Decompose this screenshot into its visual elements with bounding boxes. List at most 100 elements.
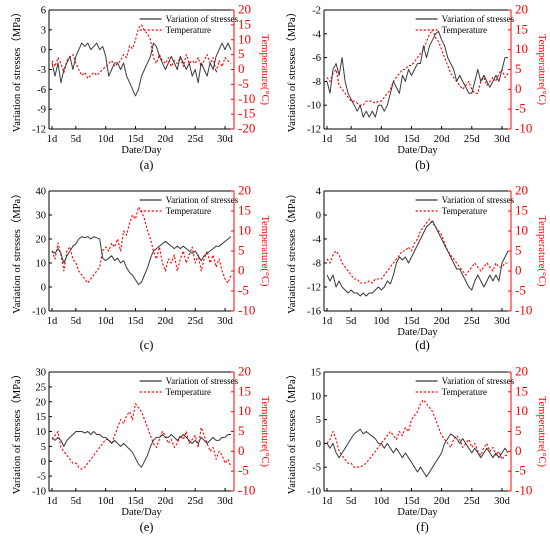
y-tick-label: -10 [32, 487, 46, 498]
y-tick-label: 15 [311, 368, 322, 379]
y-tick-label: 40 [36, 187, 47, 198]
y2-tick-label: 15 [238, 203, 251, 218]
y2-tick-label: -10 [238, 303, 255, 318]
temperature-series-line [326, 399, 508, 468]
y-tick-label: 25 [36, 382, 47, 393]
legend-label-temperature: Temperature [166, 206, 211, 216]
y2-tick-label: 20 [238, 364, 251, 379]
y-tick-label: 20 [36, 235, 47, 246]
y2-tick-label: -5 [238, 283, 249, 298]
x-tick-label: 30d [217, 316, 234, 327]
x-tick-label: 10d [373, 496, 390, 507]
y-tick-label: -6 [37, 85, 46, 96]
x-tick-label: 5d [346, 316, 357, 327]
x-tick-label: 30d [494, 316, 511, 327]
y-axis-title: Variation of stresses（MPa） [11, 7, 23, 132]
y-axis-title: Variation of stresses（MPa） [286, 7, 298, 132]
x-tick-label: 15d [128, 316, 145, 327]
x-tick-label: 10d [98, 496, 115, 507]
y2-tick-label: -10 [515, 121, 532, 136]
y2-tick-label: 10 [238, 223, 251, 238]
chart-panel-d: 1d 5d 10d 15d 20d 25d 30d -16 -12 -8 -4 0 4 -10 -5 0 5 10… [286, 183, 547, 353]
x-axis-title: Date/Day [121, 507, 162, 518]
y2-tick-label: 20 [515, 2, 528, 17]
x-axis-title: Date/Day [121, 145, 162, 156]
stress-series-line [51, 236, 232, 286]
x-tick-label: 20d [157, 316, 174, 327]
x-tick-label: 25d [464, 134, 481, 145]
y-tick-label: -12 [32, 125, 46, 136]
x-tick-label: 5d [71, 134, 82, 145]
y-tick-label: 20 [36, 397, 47, 408]
y2-tick-label: 20 [238, 2, 251, 17]
x-tick-label: 20d [157, 496, 174, 507]
x-tick-label: 30d [217, 496, 234, 507]
y2-tick-label: 20 [238, 183, 251, 198]
y2-tick-label: -10 [515, 483, 532, 498]
y-tick-label: 10 [36, 259, 47, 270]
y2-tick-label: 5 [238, 46, 245, 61]
y-tick-label: 15 [36, 412, 47, 423]
legend-label-temperature: Temperature [442, 25, 487, 35]
y-tick-label: -10 [32, 307, 46, 318]
y2-tick-label: 0 [515, 263, 522, 278]
x-tick-label: 30d [494, 496, 511, 507]
y2-tick-label: -20 [238, 121, 255, 136]
x-tick-label: 1d [322, 134, 333, 145]
legend-label-stress: Variation of stresses [442, 14, 515, 24]
y2-tick-label: 10 [238, 403, 251, 418]
y-axis-title: Variation of stresses（MPa） [286, 369, 298, 494]
y2-tick-label: -10 [238, 91, 255, 106]
x-tick-label: 15d [404, 134, 421, 145]
y2-tick-label: -5 [515, 463, 526, 478]
x-tick-label: 1d [322, 496, 333, 507]
chart-panel-b: 1d 5d 10d 15d 20d 25d 30d -12 -10 -8 -6 -4 -2 -10 -5 0 5… [286, 2, 547, 173]
y2-tick-label: 5 [515, 61, 522, 76]
panel-label: (c) [140, 338, 154, 352]
x-tick-label: 10d [98, 316, 115, 327]
y-tick-label: -2 [312, 6, 321, 17]
x-tick-label: 15d [404, 496, 421, 507]
x-tick-label: 30d [217, 134, 234, 145]
x-tick-label: 10d [98, 134, 115, 145]
legend-label-temperature: Temperature [442, 206, 487, 216]
y2-tick-label: 5 [238, 423, 245, 438]
legend-label-temperature: Temperature [442, 387, 487, 397]
y-axis-title: Variation of stresses（MPa） [11, 369, 23, 494]
y2-tick-label: -10 [515, 303, 532, 318]
x-tick-label: 20d [434, 316, 451, 327]
x-tick-label: 1d [322, 316, 333, 327]
legend-label-stress: Variation of stresses [442, 376, 515, 386]
stress-series-line [326, 30, 508, 118]
stress-series-line [326, 220, 509, 297]
y2-axis-title: Temperature(°C) [536, 396, 547, 468]
y-tick-label: -6 [312, 53, 321, 64]
y2-tick-label: 10 [515, 223, 528, 238]
y2-tick-label: -10 [238, 483, 255, 498]
y2-tick-label: 5 [515, 243, 522, 258]
x-tick-label: 25d [187, 496, 204, 507]
panel-label: (a) [140, 158, 154, 172]
y-tick-label: -5 [37, 472, 46, 483]
x-tick-label: 5d [346, 496, 357, 507]
temperature-series-line [51, 206, 232, 284]
y2-tick-label: 20 [515, 364, 528, 379]
x-tick-label: 15d [128, 134, 145, 145]
y2-tick-label: 20 [515, 183, 528, 198]
x-tick-label: 1d [47, 316, 58, 327]
y2-tick-label: 10 [515, 41, 528, 56]
y-axis-title: Variation of stresses（MPa） [11, 188, 23, 313]
legend-label-stress: Variation of stresses [166, 195, 239, 205]
y2-tick-label: -5 [238, 76, 249, 91]
y-tick-label: -10 [307, 101, 321, 112]
y2-tick-label: 10 [515, 403, 528, 418]
y2-tick-label: 15 [238, 383, 251, 398]
y2-tick-label: -15 [238, 106, 255, 121]
x-tick-label: 5d [346, 134, 357, 145]
y-tick-label: 30 [36, 211, 47, 222]
y2-tick-label: 15 [515, 383, 528, 398]
x-axis-title: Date/Day [397, 507, 438, 518]
y2-tick-label: 0 [238, 61, 245, 76]
panel-label: (f) [416, 520, 429, 534]
